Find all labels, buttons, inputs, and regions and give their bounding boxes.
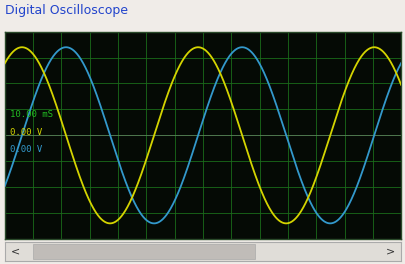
Text: Digital Oscilloscope: Digital Oscilloscope xyxy=(5,4,128,17)
Bar xyxy=(32,244,254,259)
Text: 0.00 V: 0.00 V xyxy=(10,128,42,137)
Text: 10.00 mS: 10.00 mS xyxy=(10,110,53,119)
Text: >: > xyxy=(385,247,394,256)
Text: 0.00 V: 0.00 V xyxy=(10,145,42,154)
Text: <: < xyxy=(11,247,20,256)
